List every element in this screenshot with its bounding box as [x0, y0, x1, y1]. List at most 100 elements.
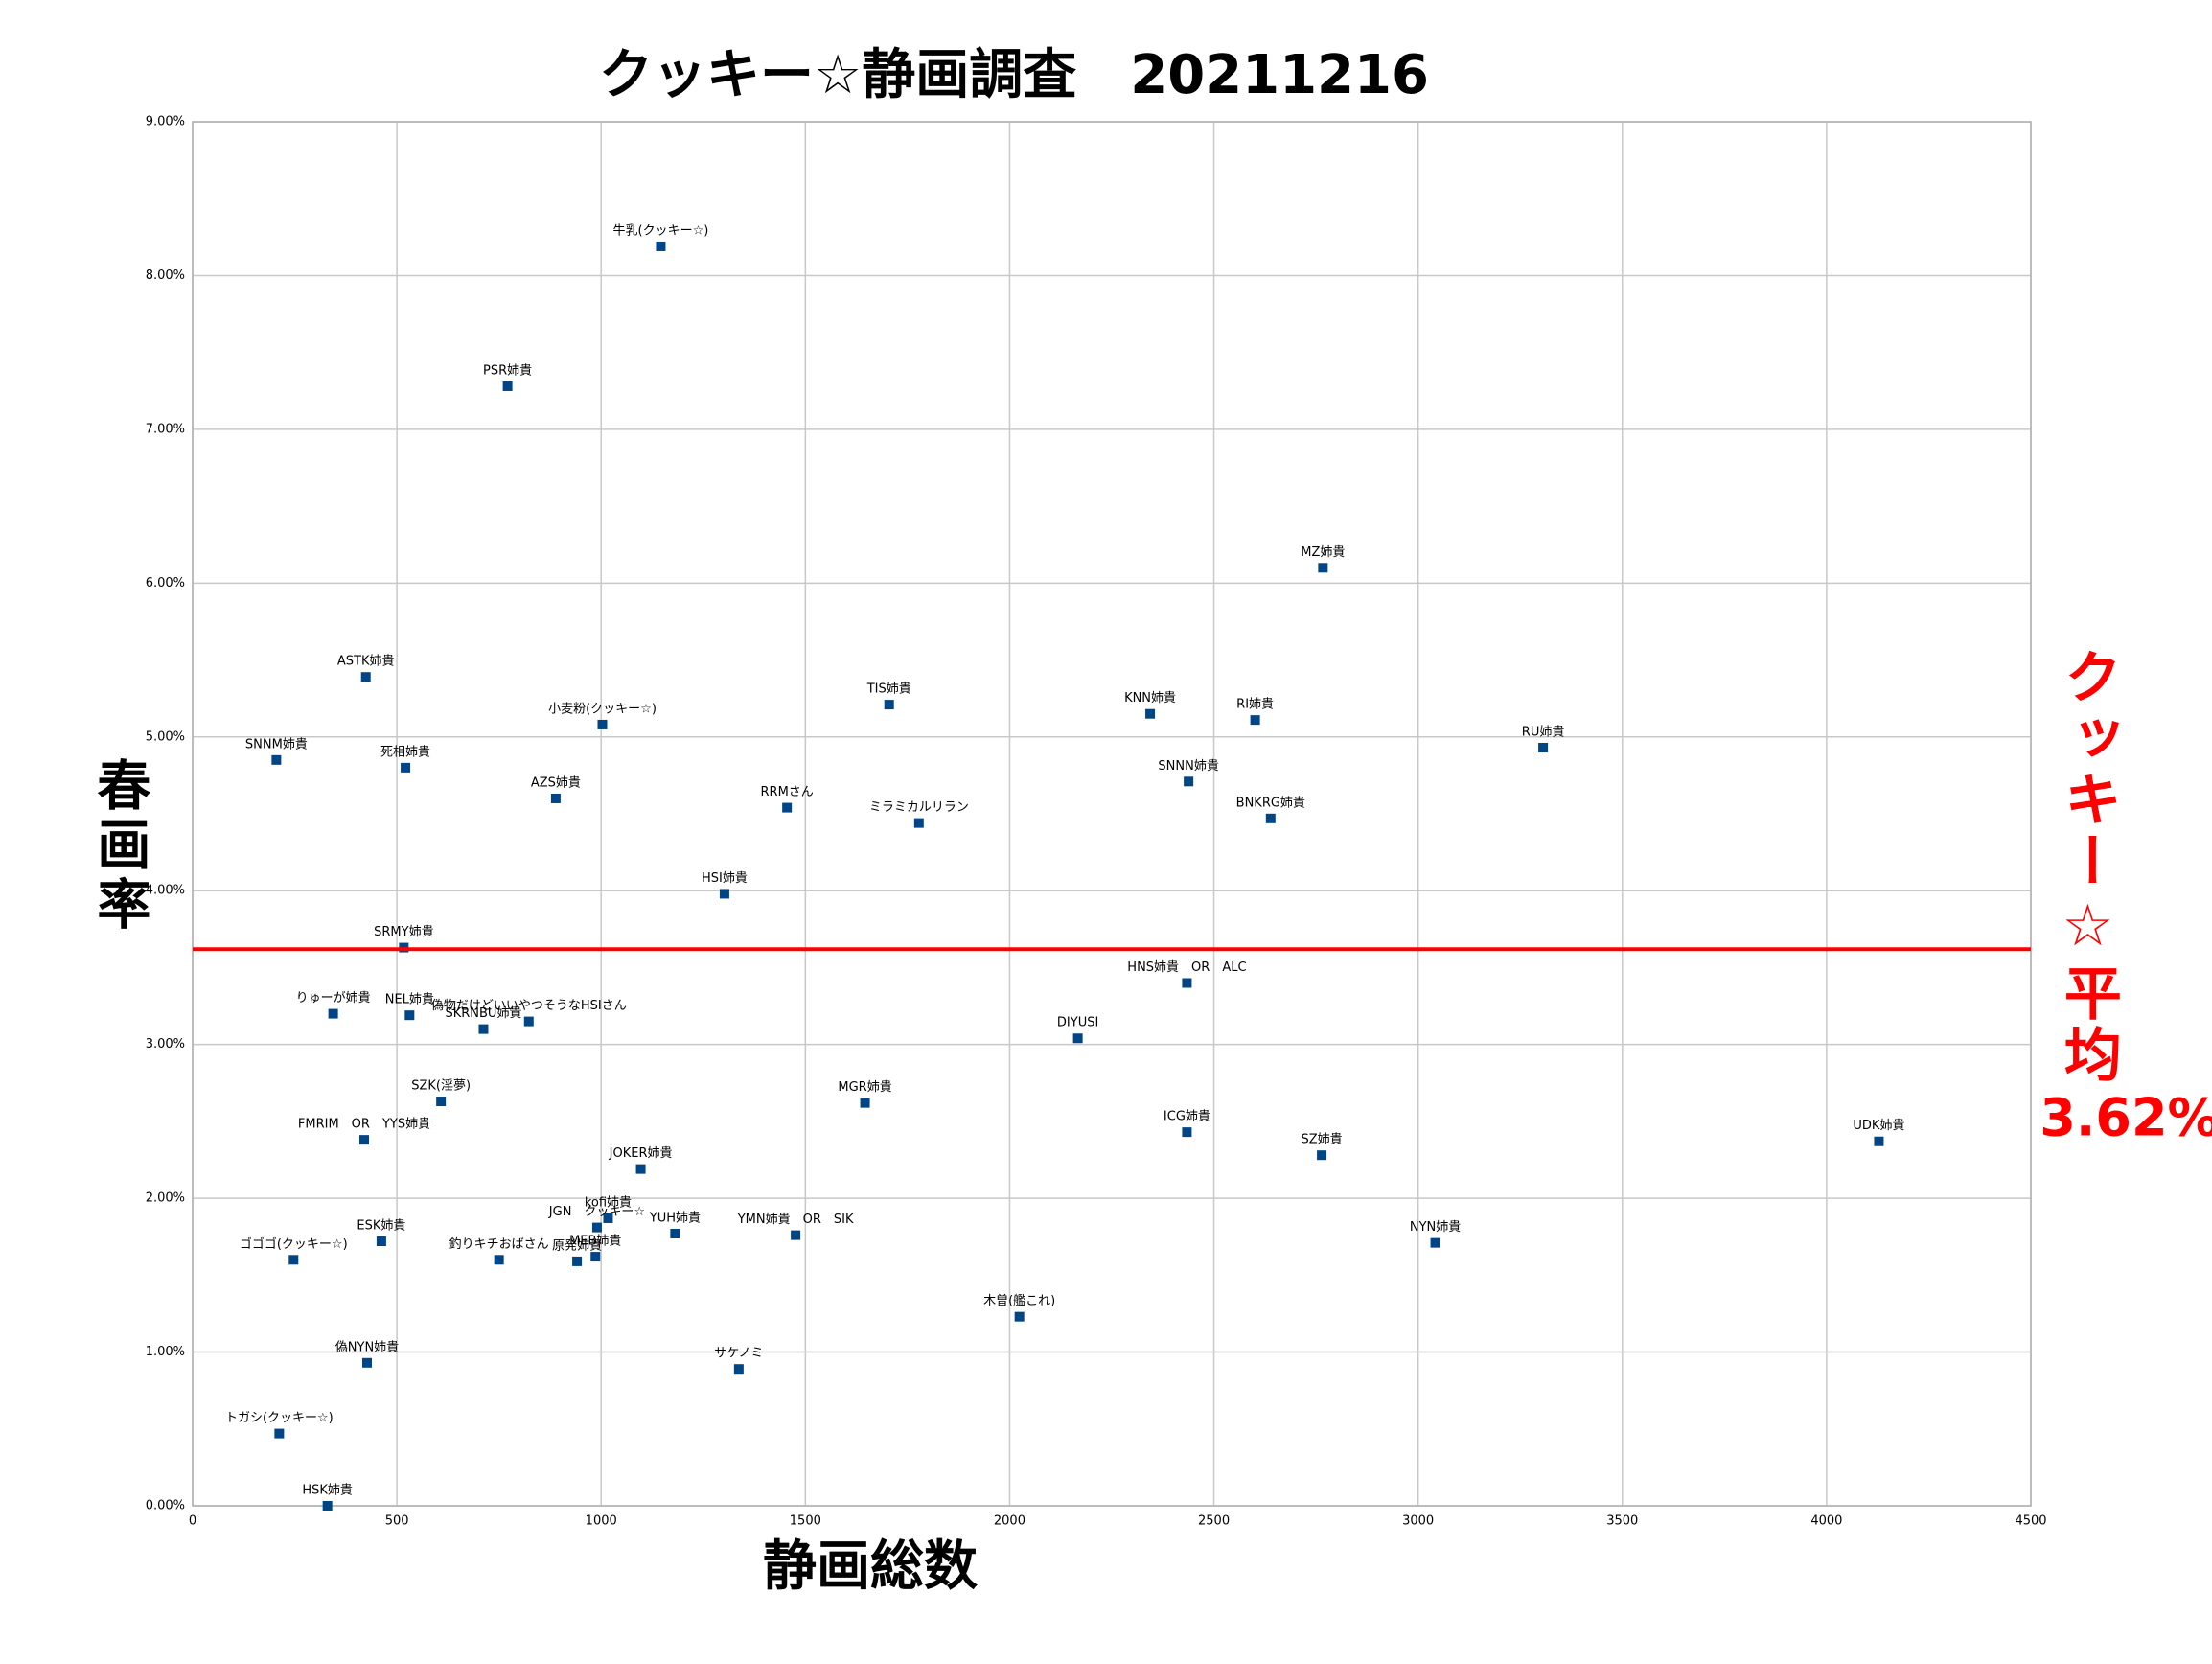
point [1145, 708, 1156, 719]
point-label: 牛乳(クッキー☆) [613, 223, 709, 238]
point-label: ESK姉貴 [357, 1219, 405, 1234]
y-tick-label: 1.00% [146, 1345, 185, 1359]
point-label: 小麦粉(クッキー☆) [548, 702, 657, 716]
point-label: RI姉貴 [1236, 698, 1274, 712]
x-tick-label: 1500 [790, 1514, 821, 1529]
point-label: FMRIM OR YYS姉貴 [298, 1118, 430, 1132]
point [572, 1256, 583, 1266]
x-tick-label: 0 [189, 1514, 196, 1529]
point-label: PSR姉貴 [483, 363, 532, 378]
point [478, 1024, 489, 1034]
y-tick-label: 0.00% [146, 1499, 185, 1514]
point [1538, 743, 1549, 753]
point-label: UDK姉貴 [1853, 1119, 1904, 1133]
point-label: SNNN姉貴 [1158, 759, 1218, 774]
point-label: YMN姉貴 OR SIK [737, 1213, 854, 1227]
point-label: ミラミカルリラン [869, 800, 969, 815]
point-label: MEB姉貴 [569, 1235, 621, 1249]
point-label: 木曽(艦これ) [983, 1294, 1055, 1308]
point-label: サケノミ [714, 1347, 763, 1361]
x-axis-label: 静画総数 [763, 1536, 978, 1598]
point [550, 793, 561, 803]
point [1184, 776, 1194, 787]
point [719, 889, 729, 899]
point [1317, 1150, 1327, 1161]
point [590, 1252, 601, 1262]
point [1182, 1127, 1192, 1138]
point-label: 釣りキチおばさん [449, 1236, 549, 1252]
point-label: HSI姉貴 [702, 871, 748, 886]
point-label: RU姉貴 [1522, 726, 1565, 740]
average-value-label: 3.62% [2039, 1088, 2212, 1148]
point [656, 241, 666, 251]
x-tick-label: 2500 [1198, 1514, 1230, 1529]
point-label: TIS姉貴 [866, 682, 911, 697]
x-tick-label: 500 [385, 1514, 409, 1529]
plot-frame [192, 121, 2032, 1507]
point-label: 偽物だけどいいやつそうなHSIさん [431, 999, 627, 1013]
point-label: MZ姉貴 [1301, 545, 1345, 560]
point [1430, 1237, 1440, 1248]
point [436, 1097, 447, 1107]
point-label: YUH姉貴 [649, 1212, 701, 1226]
point-label: 偽NYN姉貴 [335, 1340, 399, 1354]
point [404, 1010, 415, 1021]
point-label: SRMY姉貴 [374, 925, 433, 939]
point-label: SZ姉貴 [1301, 1133, 1342, 1147]
average-label: クッキー☆平均 [2054, 647, 2121, 1086]
point-label: KNN姉貴 [1124, 691, 1176, 705]
point-label: NYN姉貴 [1410, 1220, 1461, 1235]
point-label: りゅーが姉貴 [296, 991, 371, 1005]
point [523, 1016, 534, 1027]
point-label: ASTK姉貴 [337, 655, 395, 669]
point [1014, 1311, 1025, 1322]
y-tick-label: 4.00% [146, 884, 185, 898]
point [288, 1255, 299, 1265]
point [322, 1501, 333, 1511]
point [360, 672, 371, 682]
point [591, 1222, 602, 1233]
point-label: HSK姉貴 [302, 1484, 353, 1498]
y-tick-label: 3.00% [146, 1037, 185, 1052]
point-label: kofi姉貴 [585, 1195, 632, 1210]
point-label: DIYUSI [1057, 1016, 1098, 1030]
point-label: ゴゴゴ(クッキー☆) [240, 1236, 348, 1252]
point-label: トガシ(クッキー☆) [225, 1411, 334, 1425]
point [1874, 1136, 1884, 1146]
point [494, 1255, 504, 1265]
point-label: AZS姉貴 [531, 775, 581, 790]
point [791, 1230, 801, 1240]
x-tick-label: 4500 [2015, 1514, 2046, 1529]
point-label: ICG姉貴 [1164, 1110, 1210, 1124]
point [1265, 813, 1276, 823]
point [733, 1364, 744, 1375]
point [597, 719, 608, 729]
point-label: BNKRG姉貴 [1236, 796, 1305, 810]
y-tick-label: 8.00% [146, 268, 185, 283]
y-tick-label: 9.00% [146, 115, 185, 129]
x-tick-label: 1000 [586, 1514, 617, 1529]
y-tick-label: 5.00% [146, 729, 185, 744]
point [1250, 715, 1260, 726]
point-label: JOKER姉貴 [609, 1146, 673, 1161]
x-tick-label: 2000 [994, 1514, 1025, 1529]
point [401, 762, 411, 773]
point [328, 1008, 338, 1019]
point [913, 818, 924, 828]
x-tick-label: 3000 [1402, 1514, 1434, 1529]
point [376, 1236, 386, 1247]
y-tick-label: 6.00% [146, 576, 185, 590]
point-label: NEL姉貴 [385, 993, 434, 1007]
point [603, 1213, 613, 1223]
point [782, 802, 793, 813]
point-label: 死相姉貴 [380, 745, 430, 759]
point [361, 1357, 372, 1368]
point-label: 原発姉貴 [552, 1238, 602, 1253]
point-label: HNS姉貴 OR ALC [1127, 960, 1246, 975]
point [274, 1428, 285, 1439]
point [1318, 563, 1328, 573]
point [502, 381, 513, 391]
x-tick-label: 4000 [1810, 1514, 1842, 1529]
y-tick-label: 7.00% [146, 422, 185, 436]
